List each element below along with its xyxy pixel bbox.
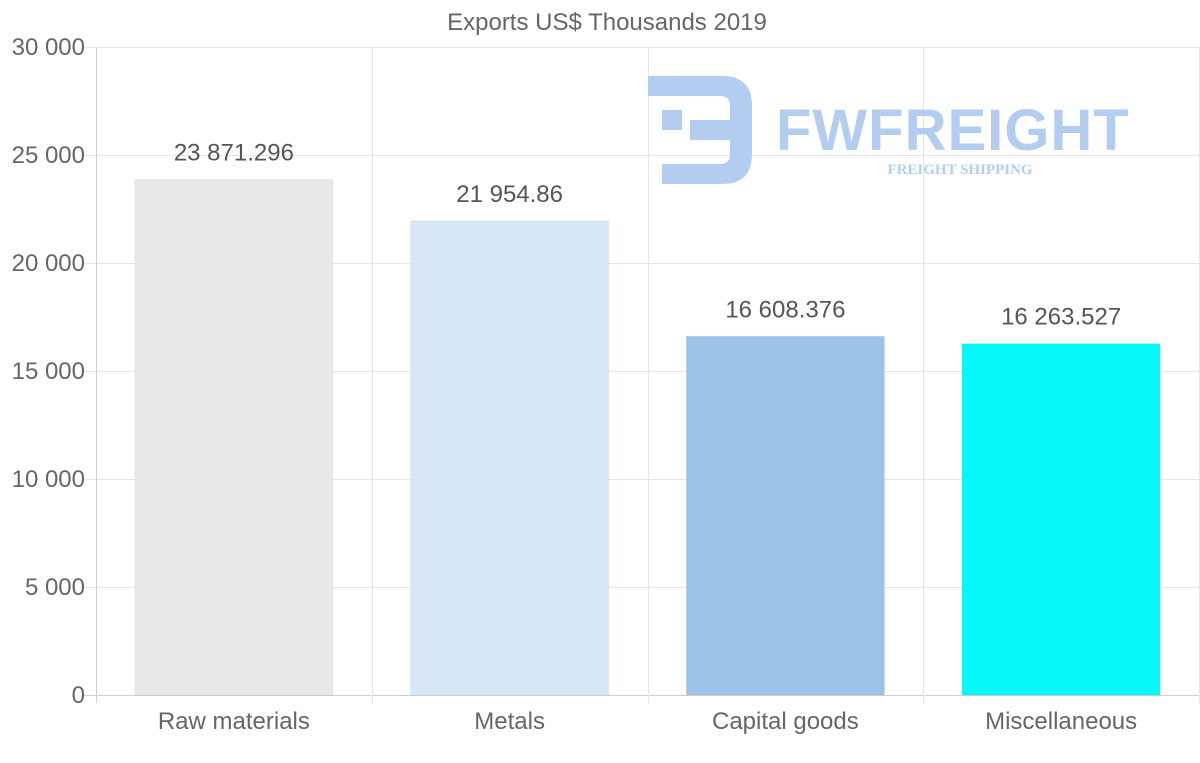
x-tick-label: Metals (474, 708, 545, 735)
bar-metals[interactable] (410, 220, 610, 696)
bar-miscellaneous[interactable] (961, 343, 1161, 696)
y-tick-label: 25 000 (12, 142, 85, 169)
bars (134, 178, 1161, 696)
x-tick-label: Miscellaneous (985, 708, 1137, 735)
data-label: 16 608.376 (725, 296, 845, 323)
logo-mark-icon (648, 76, 752, 184)
bar-capital-goods[interactable] (685, 335, 885, 696)
fwfreight-logo: FWFREIGHT FREIGHT SHIPPING (648, 76, 1130, 184)
data-labels: 23 871.296 21 954.86 16 608.376 16 263.527 (174, 139, 1121, 330)
data-label: 23 871.296 (174, 139, 294, 166)
data-label: 16 263.527 (1001, 304, 1121, 331)
data-label: 21 954.86 (456, 181, 563, 208)
x-axis-ticks: Raw materials Metals Capital goods Miscella… (158, 708, 1137, 735)
y-axis-ticks: 0 5 000 10 000 15 000 20 000 25 000 30 000 (12, 34, 85, 709)
y-tick-label: 20 000 (12, 250, 85, 277)
y-tick-label: 10 000 (12, 466, 85, 493)
x-tick-label: Raw materials (158, 708, 310, 735)
x-tick-label: Capital goods (712, 708, 859, 735)
y-tick-label: 15 000 (12, 358, 85, 385)
logo-tagline: FREIGHT SHIPPING (887, 162, 1032, 178)
bar-raw-materials[interactable] (134, 178, 334, 696)
y-tick-label: 30 000 (12, 34, 85, 61)
y-tick-label: 0 (72, 682, 85, 709)
chart-title: Exports US$ Thousands 2019 (447, 9, 767, 36)
y-tick-label: 5 000 (25, 574, 85, 601)
logo-wordmark: FWFREIGHT (776, 98, 1130, 163)
